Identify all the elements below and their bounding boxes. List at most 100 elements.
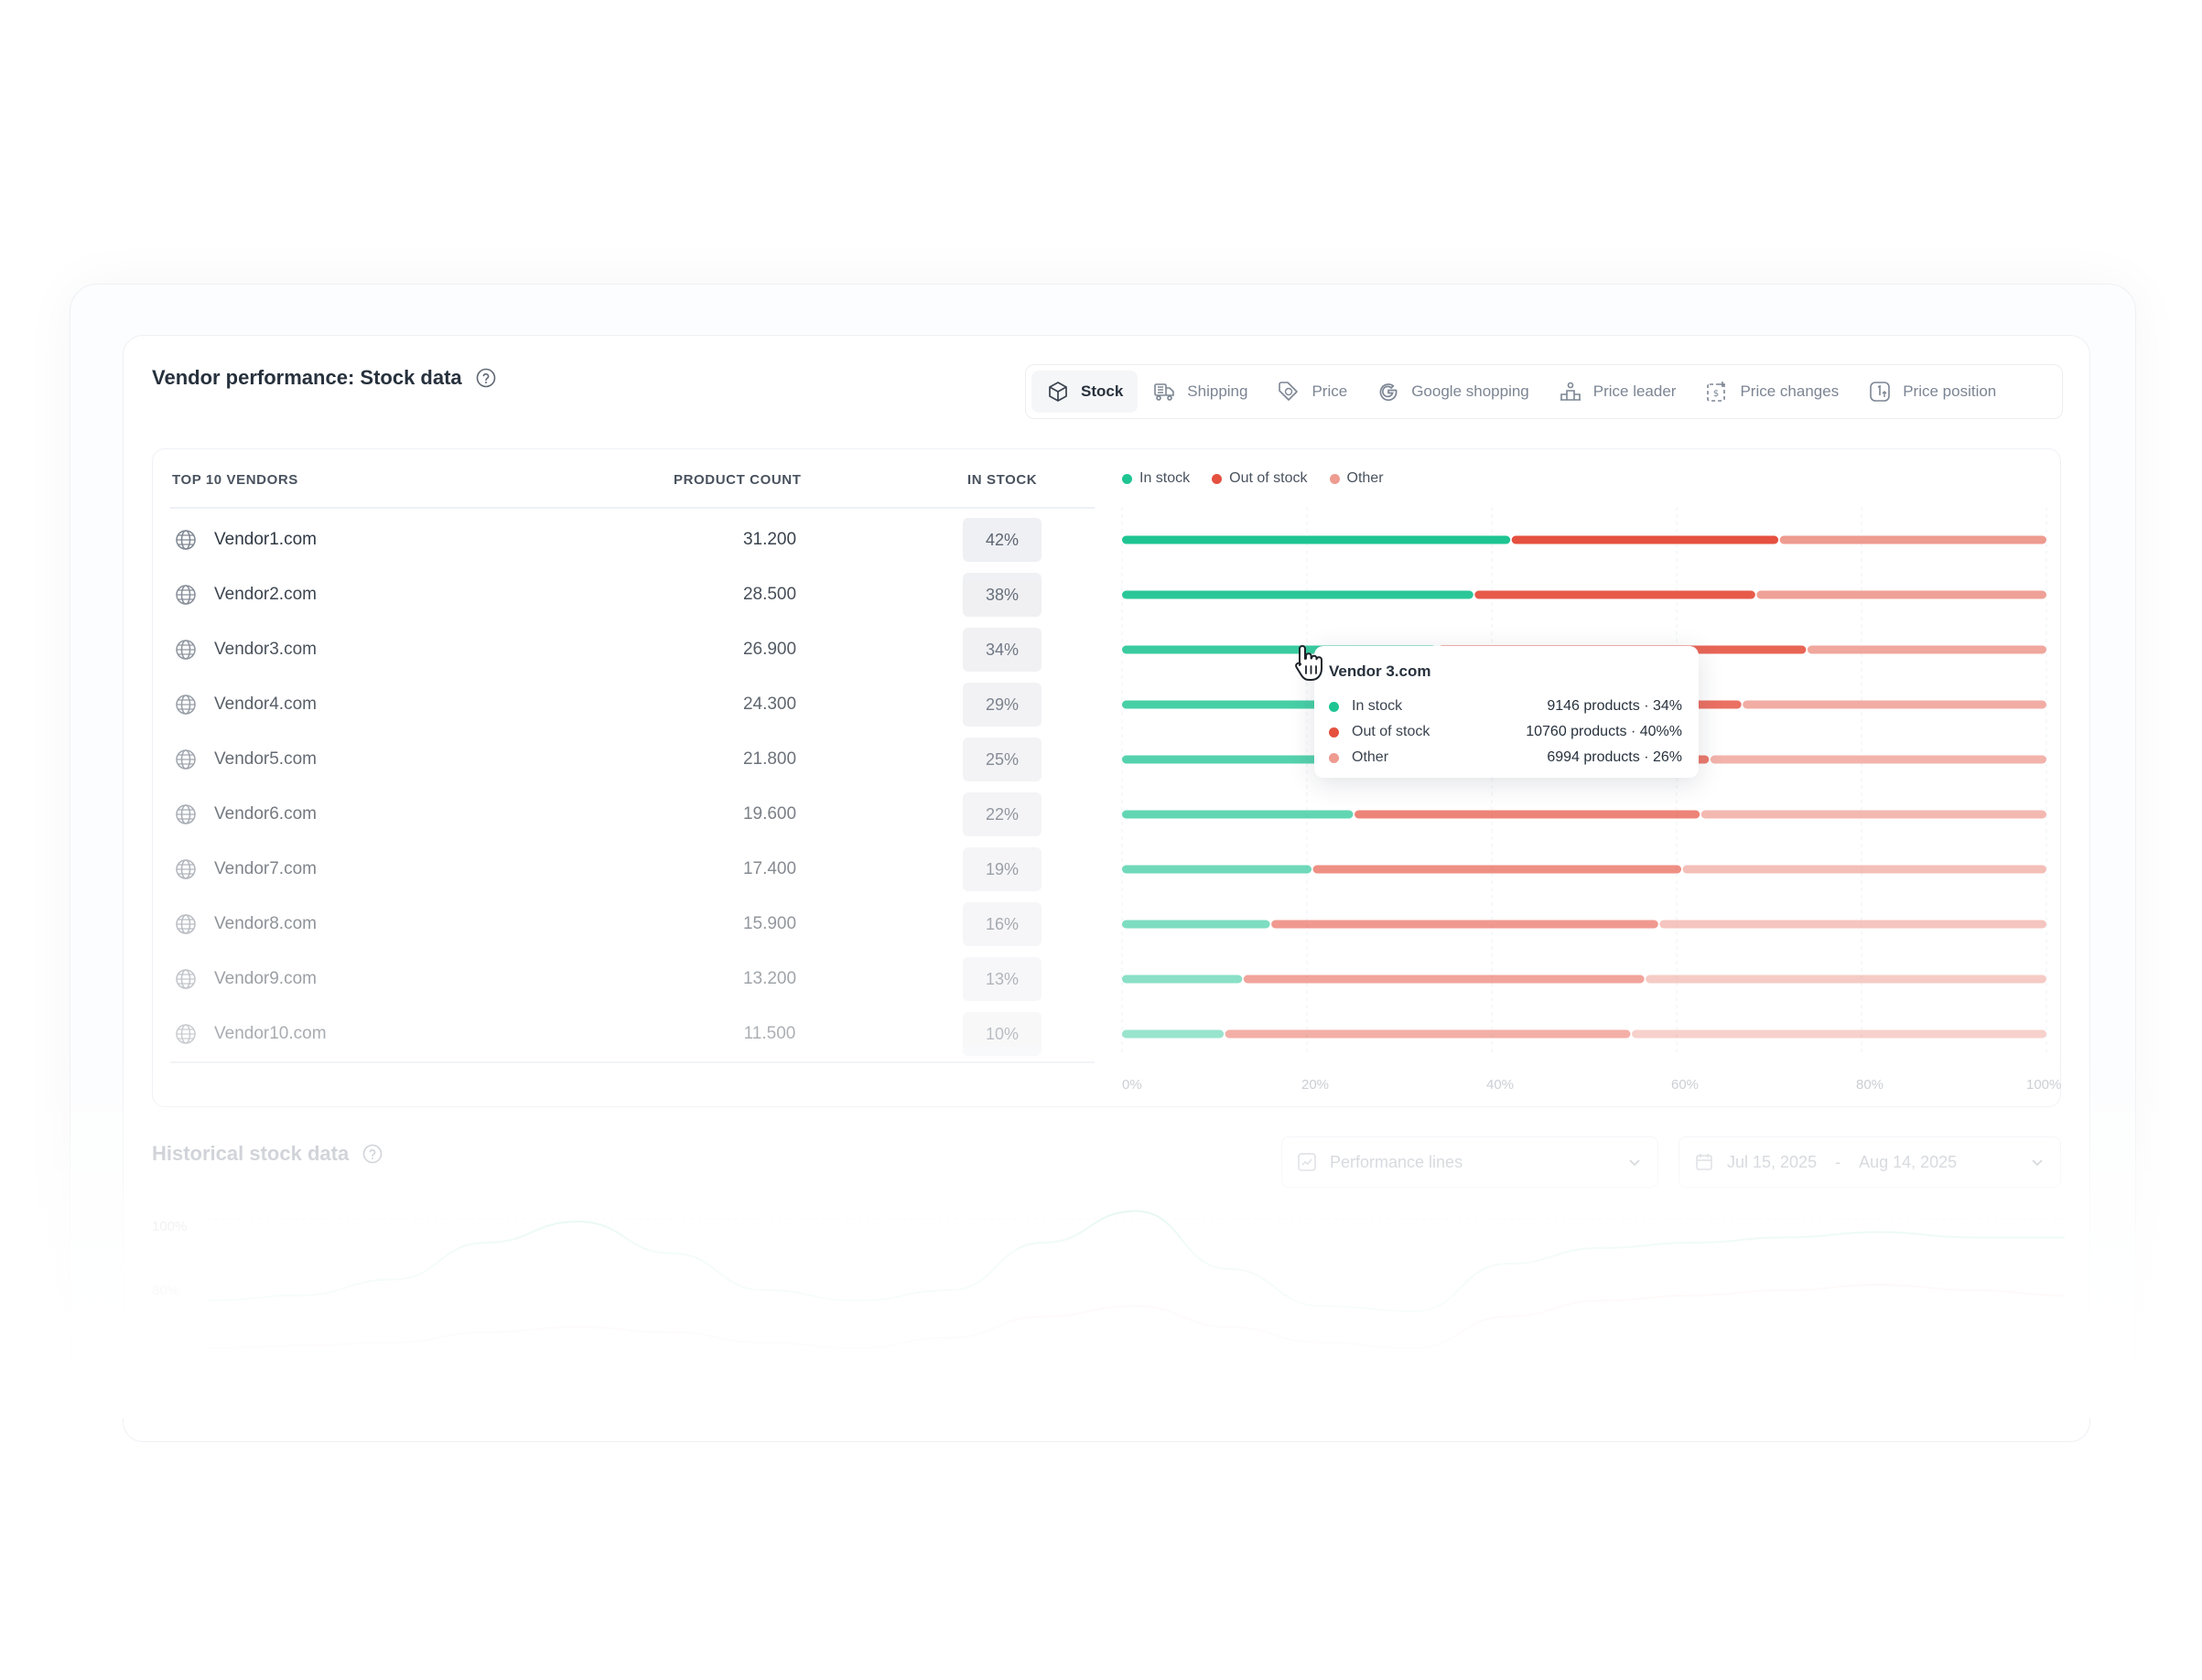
date-range-picker[interactable]: Jul 15, 2025 - Aug 14, 2025 <box>1678 1136 2061 1188</box>
legend-dot <box>1329 473 1340 484</box>
tab-price-leader[interactable]: Price leader <box>1544 371 1691 413</box>
table-row[interactable]: Vendor7.com 17.400 19% <box>170 844 1095 895</box>
bar-segment-out-of-stock[interactable] <box>1511 535 1779 544</box>
tooltip-label: Out of stock <box>1352 724 1430 739</box>
vendor-name[interactable]: Vendor9.com <box>214 969 317 988</box>
bar-segment-in-stock[interactable] <box>1122 865 1312 874</box>
tab-label: Price <box>1311 382 1348 400</box>
tooltip-row-in-stock: In stock 9146 products · 34% <box>1329 694 1682 719</box>
product-count: 11.500 <box>743 1024 796 1043</box>
tooltip-dot <box>1329 752 1339 763</box>
table-row[interactable]: Vendor8.com 15.900 16% <box>170 899 1095 950</box>
table-divider <box>170 1061 1095 1063</box>
bar-segment-in-stock[interactable] <box>1122 590 1473 599</box>
tooltip-label: In stock <box>1352 698 1403 714</box>
x-tick-label: 100% <box>2026 1077 2061 1093</box>
tab-price[interactable]: Price <box>1262 371 1362 413</box>
globe-icon <box>176 804 196 824</box>
bar-segment-in-stock[interactable] <box>1122 810 1354 819</box>
bar-segment-other[interactable] <box>1632 1029 2046 1039</box>
performance-lines-select[interactable]: Performance lines <box>1281 1136 1658 1188</box>
vendor-name[interactable]: Vendor8.com <box>214 914 317 933</box>
tooltip-row-other: Other 6994 products · 26% <box>1329 745 1682 770</box>
header-divider <box>170 507 1095 509</box>
tooltip-label: Other <box>1352 749 1389 765</box>
tab-label: Shipping <box>1187 382 1248 400</box>
price-tag-icon <box>1279 382 1299 401</box>
globe-icon <box>176 640 196 660</box>
column-header-in-stock[interactable]: IN STOCK <box>967 472 1038 488</box>
tab-label: Stock <box>1081 382 1124 400</box>
bar-segment-out-of-stock[interactable] <box>1225 1029 1631 1039</box>
history-title: Historical stock data <box>152 1142 383 1166</box>
performance-select-value: Performance lines <box>1330 1152 1463 1171</box>
tab-shipping[interactable]: Shipping <box>1138 371 1262 413</box>
bar-segment-in-stock[interactable] <box>1122 975 1243 984</box>
bar-segment-other[interactable] <box>1807 645 2046 654</box>
bar-segment-other[interactable] <box>1659 920 2046 929</box>
calendar-icon <box>1696 1154 1712 1170</box>
bar-segment-other[interactable] <box>1710 755 2046 764</box>
product-count: 31.200 <box>742 530 797 549</box>
x-tick-label: 0% <box>1122 1077 1142 1093</box>
in-stock-badge: 25% <box>963 738 1042 781</box>
table-row[interactable]: Vendor2.com 28.500 38% <box>170 569 1095 620</box>
table-row[interactable]: Vendor4.com 24.300 29% <box>170 679 1095 730</box>
table-row[interactable]: Vendor6.com 19.600 22% <box>170 789 1095 840</box>
globe-icon <box>176 914 196 934</box>
globe-icon <box>176 585 196 605</box>
vendor-name[interactable]: Vendor2.com <box>214 585 317 604</box>
vendor-name[interactable]: Vendor7.com <box>214 859 317 878</box>
vendor-name[interactable]: Vendor5.com <box>214 749 317 769</box>
legend-dot <box>1212 473 1223 484</box>
tab-price-changes[interactable]: $ Price changes <box>1690 371 1853 413</box>
bar-segment-in-stock[interactable] <box>1122 1029 1225 1039</box>
tooltip-title: Vendor 3.com <box>1329 662 1431 680</box>
bar-segment-other[interactable] <box>1743 700 2046 709</box>
bar-segment-other[interactable] <box>1756 590 2046 599</box>
legend-label: Out of stock <box>1229 470 1308 486</box>
globe-icon <box>176 749 196 770</box>
in-stock-badge: 10% <box>963 1012 1042 1056</box>
svg-text:$: $ <box>1713 389 1719 399</box>
help-icon[interactable] <box>362 1143 383 1165</box>
bar-segment-out-of-stock[interactable] <box>1474 590 1755 599</box>
bar-segment-in-stock[interactable] <box>1122 920 1270 929</box>
bar-segment-other[interactable] <box>1682 865 2046 874</box>
vendor-name[interactable]: Vendor10.com <box>214 1024 327 1043</box>
hand-cursor-icon <box>1295 645 1322 681</box>
column-header-product-count[interactable]: PRODUCT COUNT <box>674 472 802 488</box>
vendor-name[interactable]: Vendor1.com <box>214 530 317 549</box>
vendor-name[interactable]: Vendor6.com <box>214 804 317 824</box>
bar-segment-out-of-stock[interactable] <box>1271 920 1658 929</box>
bar-segment-out-of-stock[interactable] <box>1355 810 1700 819</box>
bar-segment-in-stock[interactable] <box>1122 755 1354 764</box>
tab-price-position[interactable]: Price position <box>1853 371 2011 413</box>
table-row[interactable]: Vendor1.com 31.200 42% <box>170 514 1095 565</box>
legend-label: In stock <box>1139 470 1191 486</box>
bar-segment-out-of-stock[interactable] <box>1312 865 1682 874</box>
legend-item-out-of-stock[interactable]: Out of stock <box>1212 470 1308 487</box>
vendor-name[interactable]: Vendor3.com <box>214 640 317 659</box>
bar-segment-other[interactable] <box>1779 535 2046 544</box>
tab-google-shopping[interactable]: Google shopping <box>1362 371 1544 413</box>
bar-segment-in-stock[interactable] <box>1122 535 1511 544</box>
bar-segment-other[interactable] <box>1700 810 2046 819</box>
tab-stock[interactable]: Stock <box>1031 371 1139 413</box>
legend-item-in-stock[interactable]: In stock <box>1122 470 1190 487</box>
vendor-name[interactable]: Vendor4.com <box>214 695 317 714</box>
history-line-out-of-stock <box>206 1284 2066 1350</box>
help-icon[interactable] <box>475 367 497 389</box>
line-chart-icon <box>1298 1153 1316 1171</box>
truck-icon <box>1154 383 1175 401</box>
bar-segment-out-of-stock[interactable] <box>1243 975 1645 984</box>
table-row[interactable]: Vendor3.com 26.900 34% <box>170 624 1095 675</box>
column-header-vendors[interactable]: TOP 10 VENDORS <box>172 472 298 488</box>
legend-item-other[interactable]: Other <box>1329 470 1384 487</box>
table-row[interactable]: Vendor9.com 13.200 13% <box>170 953 1095 1005</box>
position-icon <box>1870 382 1891 402</box>
table-row[interactable]: Vendor5.com 21.800 25% <box>170 734 1095 785</box>
bar-segment-other[interactable] <box>1646 975 2046 984</box>
table-row[interactable]: Vendor10.com 11.500 10% <box>170 1008 1095 1060</box>
history-line-in-stock <box>206 1210 2065 1312</box>
